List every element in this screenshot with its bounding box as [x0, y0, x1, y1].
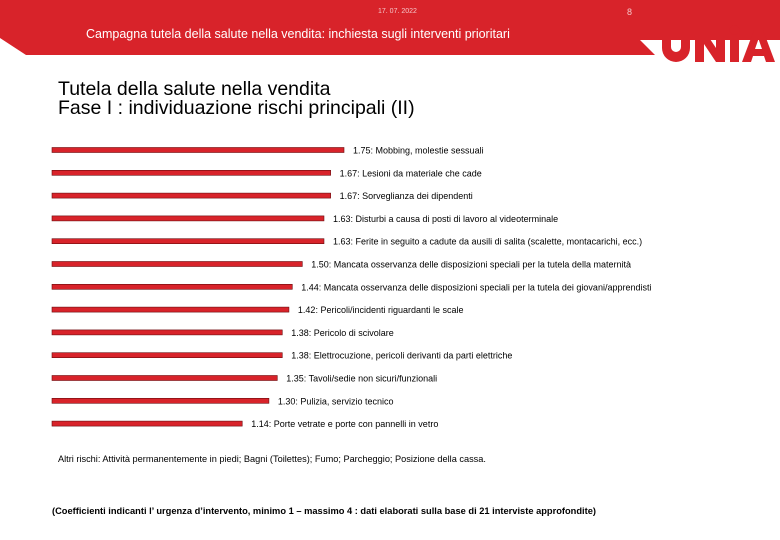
bar-12 — [51, 397, 270, 404]
bar-label-3: 1.67: Sorveglianza dei dipendenti — [340, 191, 473, 201]
header-date: 17. 07. 2022 — [378, 8, 417, 15]
bar-2 — [51, 170, 331, 176]
bar-label-12: 1.30: Pulizia, servizio tecnico — [278, 396, 394, 406]
bar-4 — [51, 215, 325, 222]
other-risks-note: Altri rischi: Attività permanentemente i… — [58, 454, 486, 464]
bar-5 — [51, 238, 325, 244]
bar-label-8: 1.42: Pericoli/incidenti riguardanti le … — [298, 305, 464, 315]
bar-label-13: 1.14: Porte vetrate e porte con pannelli… — [251, 419, 438, 429]
bar-6 — [51, 261, 303, 267]
bar-11 — [51, 375, 278, 381]
bar-label-5: 1.63: Ferite in seguito a cadute da ausi… — [333, 237, 642, 247]
unia-logo — [662, 25, 775, 62]
page-title-line2: Fase I : individuazione rischi principal… — [58, 97, 415, 119]
bar-1 — [51, 147, 345, 153]
bar-3 — [51, 192, 331, 199]
bar-label-4: 1.63: Disturbi a causa di posti di lavor… — [333, 214, 558, 224]
bar-label-11: 1.35: Tavoli/sedie non sicuri/funzionali — [286, 374, 437, 384]
bar-9 — [51, 329, 283, 336]
bar-label-2: 1.67: Lesioni da materiale che cade — [340, 168, 482, 178]
bar-label-10: 1.38: Elettrocuzione, pericoli derivanti… — [291, 351, 512, 361]
bar-13 — [51, 420, 243, 427]
page-title-line1: Tutela della salute nella vendita — [58, 78, 331, 100]
bar-label-1: 1.75: Mobbing, molestie sessuali — [353, 146, 484, 156]
bar-label-7: 1.44: Mancata osservanza delle disposizi… — [301, 282, 651, 292]
bar-7 — [51, 283, 293, 290]
page-title: Tutela della salute nella vendita Fase I… — [58, 78, 415, 119]
bar-8 — [51, 306, 290, 313]
bar-label-6: 1.50: Mancata osservanza delle disposizi… — [311, 260, 631, 270]
footnote: (Coefficienti indicanti l’ urgenza d’int… — [52, 506, 596, 516]
header-title: Campagna tutela della salute nella vendi… — [86, 27, 510, 41]
bar-label-9: 1.38: Pericolo di scivolare — [291, 328, 394, 338]
page-number: 8 — [627, 7, 633, 17]
bar-10 — [51, 352, 283, 359]
